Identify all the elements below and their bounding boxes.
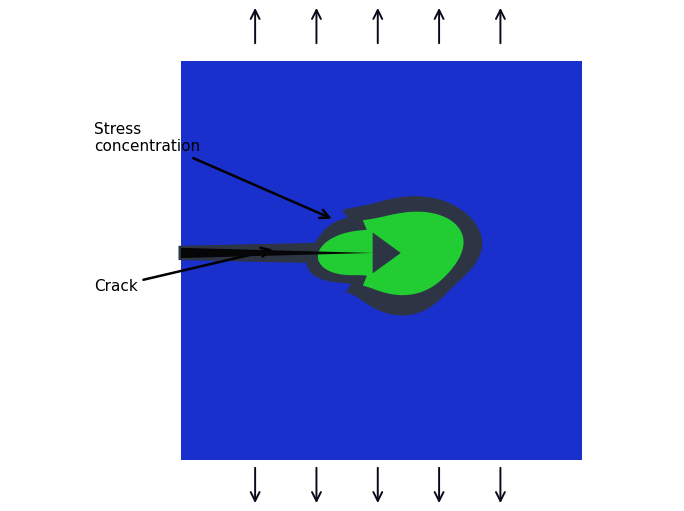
Polygon shape bbox=[373, 233, 401, 273]
Text: Stress
concentration: Stress concentration bbox=[94, 122, 329, 218]
Text: Crack: Crack bbox=[94, 248, 270, 294]
Polygon shape bbox=[179, 242, 367, 264]
Polygon shape bbox=[306, 196, 482, 315]
Polygon shape bbox=[318, 212, 464, 295]
Bar bbox=[181, 61, 582, 460]
Polygon shape bbox=[181, 248, 373, 258]
